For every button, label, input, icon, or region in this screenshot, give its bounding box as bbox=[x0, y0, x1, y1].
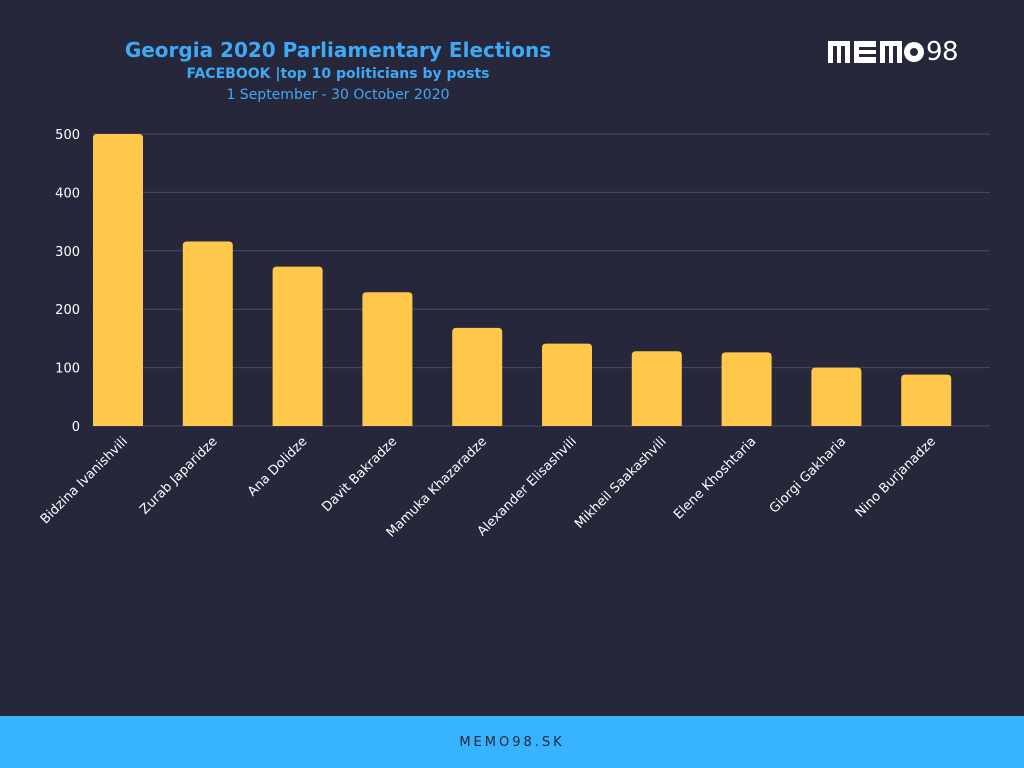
footer-bar: MEMO98.SK bbox=[0, 716, 1024, 768]
bar bbox=[631, 351, 682, 426]
logo-number: 98 bbox=[926, 37, 959, 67]
y-tick-label: 300 bbox=[55, 245, 80, 260]
bar bbox=[272, 266, 323, 426]
x-tick-label: Mikheil Saakashvili bbox=[572, 434, 670, 532]
bar bbox=[182, 241, 233, 426]
bar-chart: 0 100 200 300 400 500 Bidzina Ivanishvili Zurab… bbox=[38, 128, 990, 541]
bar bbox=[452, 327, 503, 426]
bar bbox=[901, 374, 952, 426]
x-tick-label: Alexander Elisashvili bbox=[475, 434, 580, 539]
bar bbox=[542, 343, 592, 426]
footer-text: MEMO98.SK bbox=[459, 734, 565, 750]
x-tick-label: Zurab Japaridze bbox=[137, 434, 220, 517]
bar bbox=[362, 292, 413, 426]
x-tick-label: Bidzina Ivanishvili bbox=[38, 434, 131, 527]
x-tick-label: Nino Burjanadze bbox=[853, 434, 939, 520]
x-tick-label: Ana Dolidze bbox=[245, 434, 310, 499]
x-tick-label: Mamuka Khazaradze bbox=[384, 434, 490, 540]
x-tick-label: Elene Khoshtaria bbox=[671, 434, 759, 522]
y-tick-label: 400 bbox=[55, 186, 80, 201]
x-tick-label: Davit Bakradze bbox=[319, 434, 400, 515]
x-tick-label: Giorgi Gakharia bbox=[767, 434, 849, 516]
chart-header: Georgia 2020 Parliamentary Elections FAC… bbox=[0, 36, 676, 106]
chart-title: Georgia 2020 Parliamentary Elections bbox=[124, 38, 552, 62]
y-tick-label: 0 bbox=[72, 420, 80, 435]
memo98-logo: 98 bbox=[828, 37, 959, 67]
y-tick-label: 100 bbox=[55, 362, 80, 377]
chart-subtitle: FACEBOOK |top 10 politicians by posts bbox=[186, 66, 490, 82]
y-tick-label: 200 bbox=[55, 303, 80, 318]
date-range: 1 September - 30 October 2020 bbox=[226, 87, 450, 103]
memo-logo-icon bbox=[828, 41, 924, 63]
bar bbox=[721, 352, 772, 426]
bar bbox=[811, 367, 862, 426]
y-tick-label: 500 bbox=[55, 128, 80, 143]
bar bbox=[93, 134, 143, 426]
